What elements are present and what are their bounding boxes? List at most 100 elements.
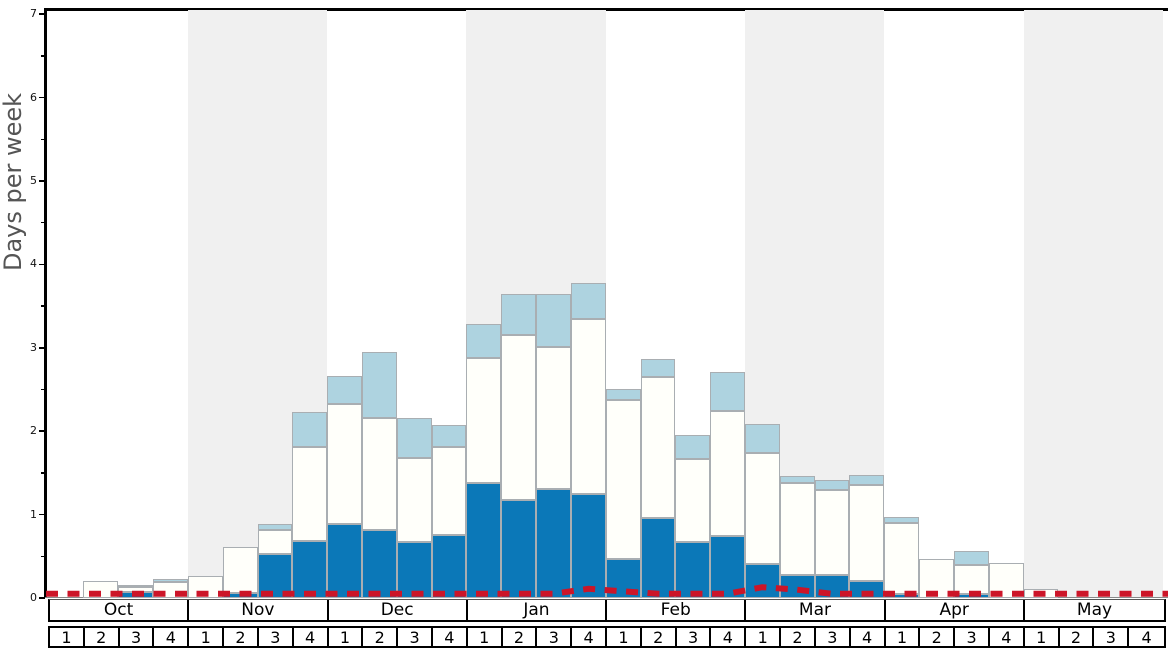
y-minor-tick bbox=[41, 55, 45, 57]
y-tick-label: 0 bbox=[30, 591, 37, 604]
light-blue-segment bbox=[536, 293, 571, 347]
light-blue-segment bbox=[431, 425, 467, 448]
light-blue-segment bbox=[570, 282, 606, 319]
y-major-tick bbox=[39, 96, 45, 99]
month-label-cell: May bbox=[1076, 600, 1113, 620]
week-number-cell: 2 bbox=[85, 628, 120, 647]
plot-top-border bbox=[44, 8, 1168, 11]
month-band bbox=[1023, 10, 1163, 597]
light-blue-segment bbox=[605, 388, 641, 400]
dark-blue-segment bbox=[396, 542, 432, 598]
dark-blue-segment bbox=[745, 563, 780, 598]
light-blue-segment bbox=[814, 480, 850, 491]
light-blue-segment bbox=[466, 324, 502, 358]
y-minor-tick bbox=[41, 555, 45, 558]
y-tick-label: 3 bbox=[30, 340, 37, 354]
month-label-cell: Nov bbox=[189, 600, 329, 620]
week-number-cell: 3 bbox=[1094, 628, 1130, 647]
white-segment bbox=[431, 447, 467, 536]
week-number-cell: 3 bbox=[677, 628, 712, 647]
white-segment bbox=[884, 522, 920, 594]
dark-blue-segment bbox=[536, 488, 571, 598]
week-number-cell: 3 bbox=[955, 628, 990, 647]
week-number-cell: 2 bbox=[224, 628, 259, 647]
month-label-cell: Apr bbox=[886, 600, 1025, 620]
week-number-cell: 2 bbox=[920, 628, 956, 647]
month-label-cell: Mar bbox=[746, 600, 886, 620]
dark-blue-segment bbox=[257, 553, 293, 598]
white-segment bbox=[640, 377, 676, 518]
y-major-tick bbox=[39, 13, 45, 15]
week-number-cell: 4 bbox=[990, 628, 1025, 647]
white-segment bbox=[327, 403, 362, 524]
dark-blue-segment bbox=[327, 523, 362, 598]
month-label-cell: Dec bbox=[329, 600, 468, 620]
dark-blue-segment bbox=[501, 500, 537, 598]
week-number-cell: 3 bbox=[398, 628, 433, 647]
y-major-tick bbox=[39, 513, 45, 516]
white-segment bbox=[605, 399, 641, 559]
y-major-tick bbox=[39, 263, 45, 266]
week-number-cell: 2 bbox=[781, 628, 816, 647]
dark-blue-segment bbox=[640, 517, 676, 598]
white-segment bbox=[953, 564, 989, 594]
dark-blue-segment bbox=[292, 541, 328, 598]
dark-blue-segment bbox=[675, 542, 711, 598]
week-number-cell: 1 bbox=[189, 628, 225, 647]
y-tick-label: 7 bbox=[30, 7, 37, 21]
white-segment bbox=[466, 357, 502, 483]
y-major-tick bbox=[39, 430, 45, 432]
week-number-cell: 1 bbox=[50, 628, 85, 647]
white-segment bbox=[257, 530, 293, 554]
y-minor-tick bbox=[41, 305, 45, 307]
y-tick-label: 2 bbox=[30, 424, 37, 438]
light-blue-segment bbox=[153, 578, 188, 583]
week-number-cell: 4 bbox=[572, 628, 607, 647]
white-segment bbox=[779, 482, 815, 576]
dark-blue-segment bbox=[466, 482, 502, 598]
white-segment bbox=[292, 447, 328, 542]
light-blue-segment bbox=[118, 584, 154, 588]
y-tick-label: 4 bbox=[30, 257, 37, 271]
week-number-cell: 2 bbox=[363, 628, 399, 647]
week-number-cell: 3 bbox=[816, 628, 851, 647]
dark-blue-segment bbox=[361, 529, 397, 598]
y-tick-label: 1 bbox=[30, 507, 37, 521]
week-number-cell: 4 bbox=[154, 628, 190, 647]
plot-area bbox=[45, 9, 1168, 598]
dark-blue-segment bbox=[431, 535, 467, 598]
week-number-cell: 2 bbox=[642, 628, 677, 647]
week-number-cell: 4 bbox=[1141, 627, 1152, 647]
week-number-cell: 3 bbox=[259, 628, 294, 647]
week-number-cell: 1 bbox=[607, 628, 642, 647]
light-blue-segment bbox=[849, 475, 885, 486]
week-number-cell: 1 bbox=[1025, 628, 1060, 647]
white-segment bbox=[396, 457, 432, 543]
month-label-cell: Oct bbox=[50, 600, 190, 620]
week-number-cell: 1 bbox=[468, 628, 503, 647]
light-blue-segment bbox=[953, 551, 989, 565]
light-blue-segment bbox=[327, 376, 362, 404]
week-number-cell: 4 bbox=[711, 628, 747, 647]
week-number-cell: 3 bbox=[120, 628, 155, 647]
week-number-cell: 4 bbox=[294, 628, 329, 647]
week-number-cell: 2 bbox=[1060, 628, 1095, 647]
white-segment bbox=[501, 335, 537, 501]
dark-blue-segment bbox=[710, 536, 745, 598]
light-blue-segment bbox=[257, 523, 293, 531]
week-number-cell: 1 bbox=[329, 628, 364, 647]
week-number-cell: 2 bbox=[503, 628, 538, 647]
week-number-cell: 3 bbox=[537, 628, 573, 647]
y-minor-tick bbox=[41, 472, 45, 474]
white-segment bbox=[536, 346, 571, 489]
month-axis-row: Oct Nov Dec Jan Feb Mar Apr May bbox=[48, 599, 1167, 622]
month-label-cell: Feb bbox=[607, 600, 747, 620]
week-number-cell: 1 bbox=[746, 628, 782, 647]
white-segment bbox=[361, 417, 397, 530]
y-major-tick bbox=[39, 180, 45, 182]
y-tick-label: 5 bbox=[30, 174, 37, 187]
y-major-tick bbox=[39, 597, 45, 599]
